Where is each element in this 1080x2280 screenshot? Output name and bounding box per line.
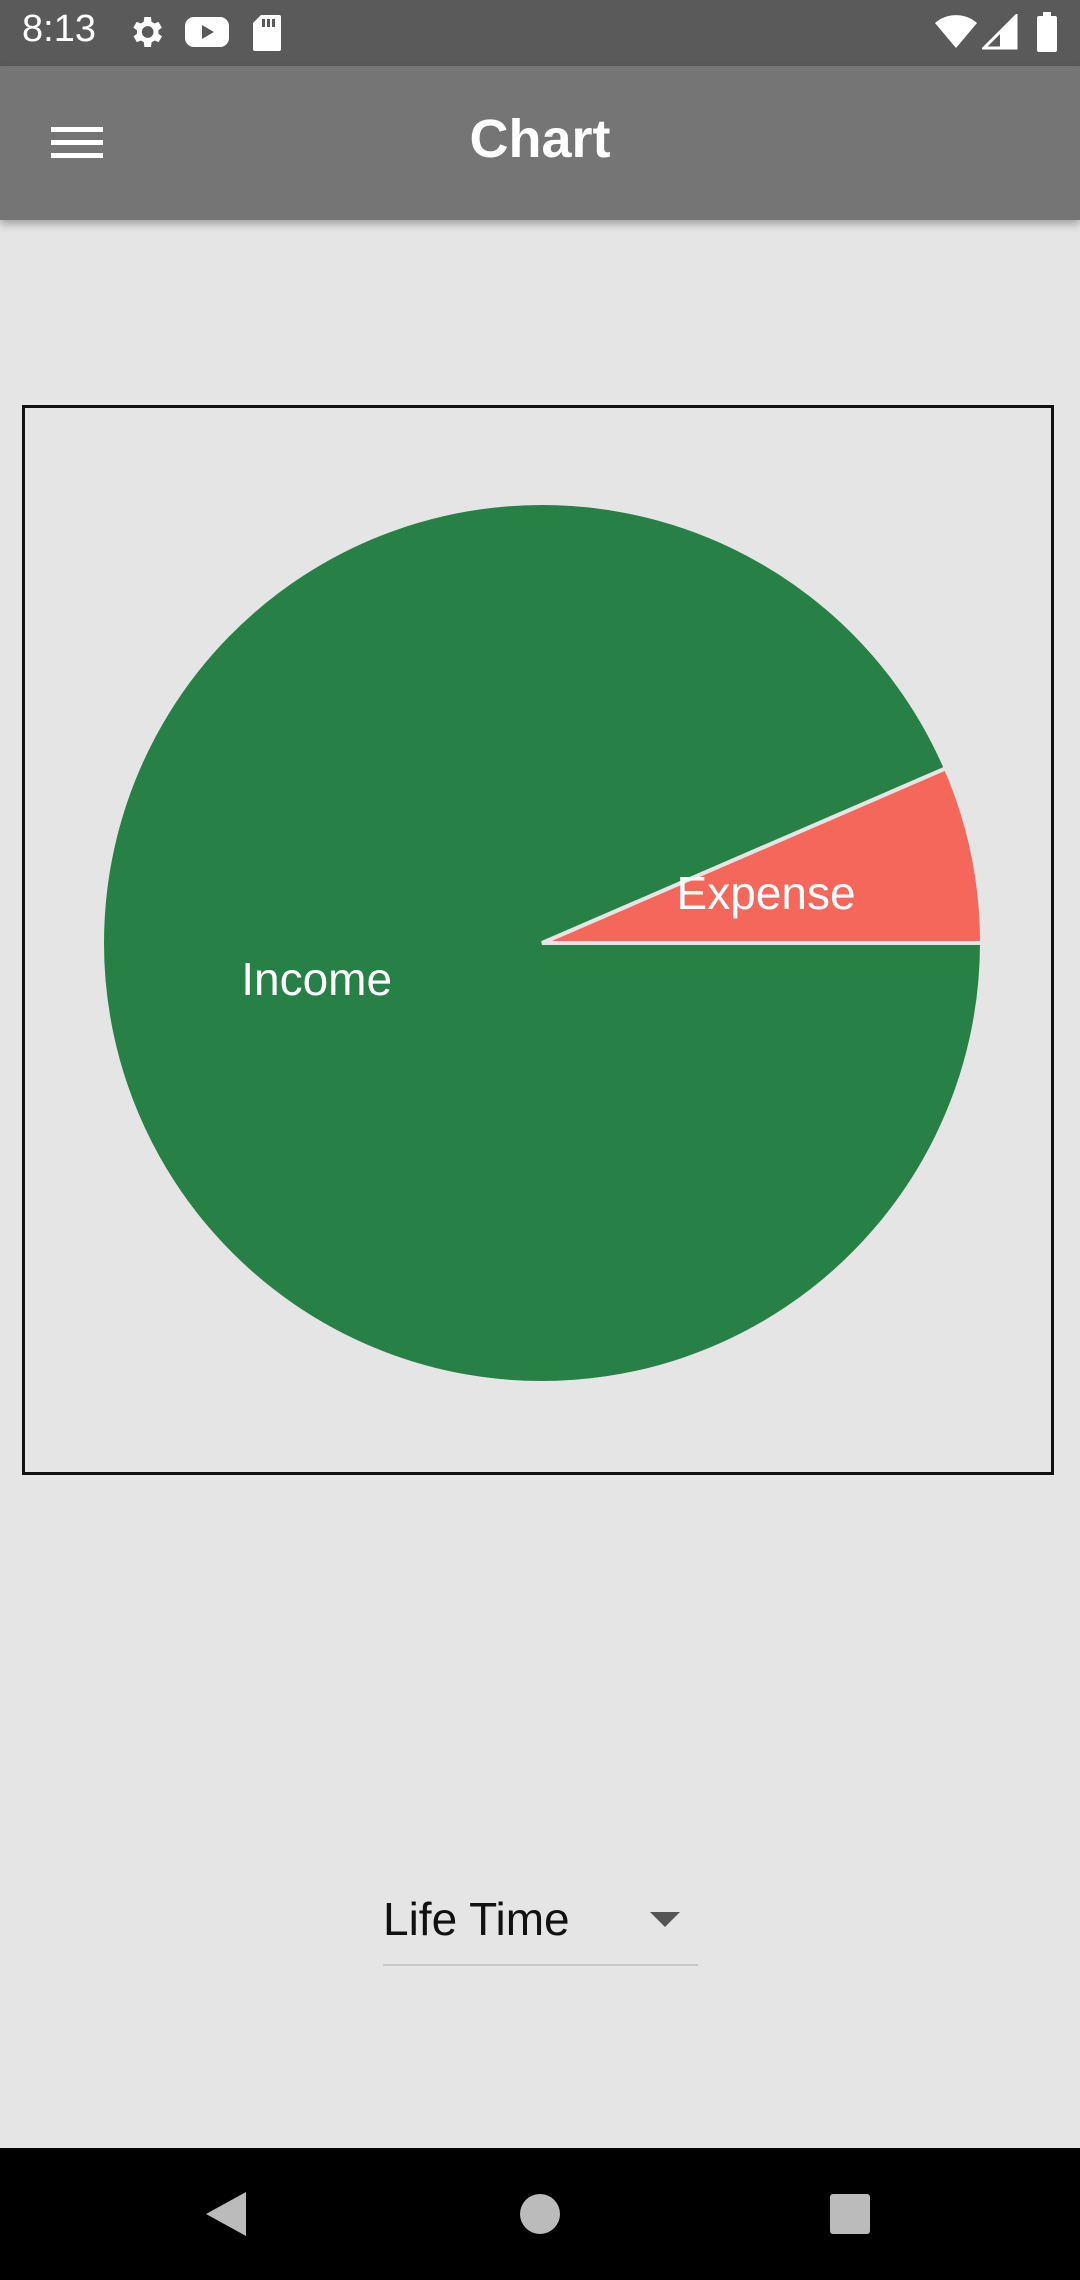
signal-icon [980,12,1018,55]
menu-button[interactable] [30,111,124,175]
back-button[interactable] [190,2178,262,2250]
wifi-icon [934,14,978,55]
chart-frame: Expense Income [22,405,1054,1475]
gear-icon [126,12,166,57]
period-dropdown-value: Life Time [383,1893,570,1945]
home-button[interactable] [504,2178,576,2250]
dropdown-arrow-icon [650,1912,680,1933]
recents-icon [830,2194,870,2234]
status-bar: 8:13 [0,0,1080,66]
pie-slice-expense[interactable] [541,765,985,945]
system-nav-bar [0,2148,1080,2280]
sd-card-icon [252,14,282,57]
home-icon [520,2194,560,2234]
back-icon [206,2192,246,2236]
battery-icon [1036,12,1058,57]
status-time: 8:13 [22,8,96,50]
recents-button[interactable] [814,2178,886,2250]
pie-label-expense: Expense [677,867,856,919]
youtube-icon [184,14,230,55]
pie-label-income: Income [241,953,392,1005]
pie-slice-income[interactable] [100,501,985,1385]
hamburger-menu-icon [51,127,103,158]
period-dropdown[interactable]: Life Time [383,1880,698,1966]
page-title: Chart [469,109,611,169]
app-bar: Chart [0,66,1080,220]
pie-chart: Expense Income [100,501,985,1385]
